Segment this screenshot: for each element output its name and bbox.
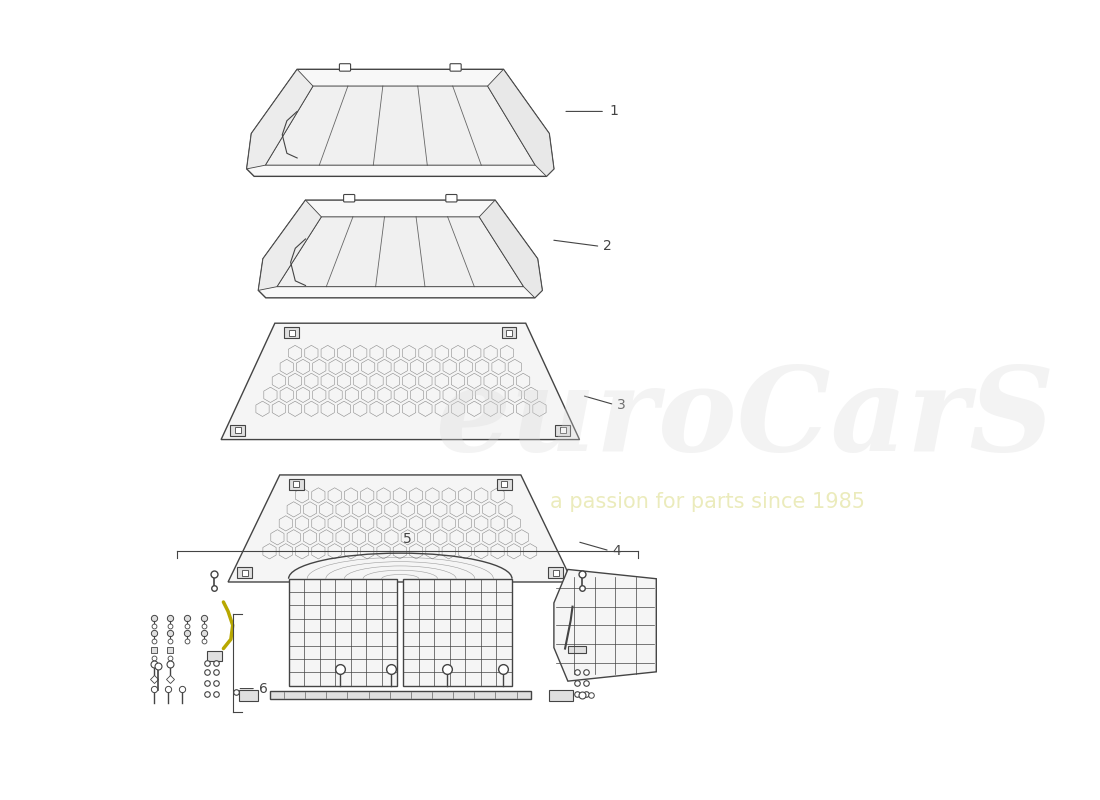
Text: 4: 4 (613, 544, 621, 558)
FancyBboxPatch shape (340, 64, 351, 71)
FancyBboxPatch shape (556, 425, 570, 436)
Polygon shape (246, 70, 554, 176)
FancyBboxPatch shape (289, 478, 304, 490)
FancyBboxPatch shape (502, 327, 516, 338)
FancyBboxPatch shape (446, 194, 456, 202)
Polygon shape (277, 217, 524, 286)
Polygon shape (403, 578, 512, 686)
Polygon shape (554, 570, 657, 681)
FancyBboxPatch shape (284, 327, 299, 338)
Text: 5: 5 (403, 532, 411, 546)
Polygon shape (258, 200, 542, 298)
FancyBboxPatch shape (270, 691, 530, 699)
Polygon shape (265, 86, 536, 165)
FancyBboxPatch shape (496, 478, 512, 490)
Polygon shape (228, 475, 572, 582)
Polygon shape (487, 70, 554, 176)
FancyBboxPatch shape (230, 425, 245, 436)
FancyBboxPatch shape (450, 64, 461, 71)
Polygon shape (246, 70, 314, 169)
FancyBboxPatch shape (549, 690, 572, 701)
Text: 1: 1 (609, 105, 618, 118)
Polygon shape (221, 323, 580, 439)
Text: 2: 2 (603, 239, 612, 254)
FancyBboxPatch shape (568, 646, 586, 654)
FancyBboxPatch shape (238, 567, 252, 578)
Text: euroCarS: euroCarS (434, 361, 1055, 476)
Text: 3: 3 (617, 398, 626, 412)
Text: 6: 6 (258, 682, 267, 695)
FancyBboxPatch shape (207, 651, 221, 661)
FancyBboxPatch shape (343, 194, 355, 202)
Polygon shape (258, 200, 321, 290)
Polygon shape (480, 200, 542, 298)
Text: a passion for parts since 1985: a passion for parts since 1985 (550, 493, 865, 513)
FancyBboxPatch shape (548, 567, 563, 578)
FancyBboxPatch shape (239, 690, 257, 701)
Polygon shape (288, 578, 397, 686)
